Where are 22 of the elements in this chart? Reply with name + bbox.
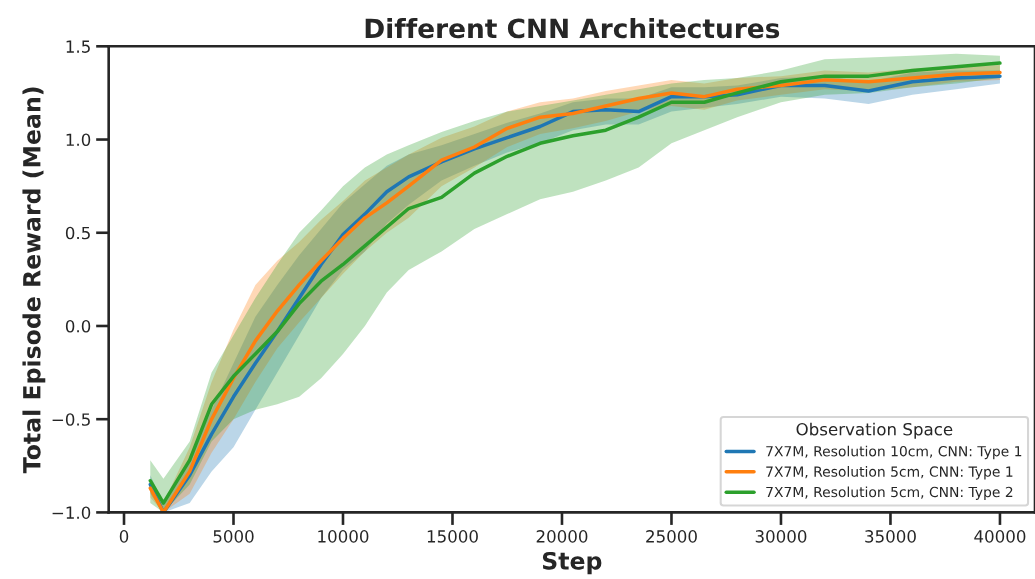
y-tick-label: 0.0 <box>65 319 91 333</box>
x-tick-label: 20000 <box>536 530 588 543</box>
x-tick-label: 0 <box>119 530 129 543</box>
x-tick-label: 5000 <box>213 530 254 543</box>
x-tick-label: 30000 <box>755 530 807 543</box>
x-tick-label: 25000 <box>646 530 697 543</box>
y-tick-label: 0.5 <box>65 226 90 240</box>
legend-label: 7X7M, Resolution 5cm, CNN: Type 2 <box>766 486 1013 500</box>
y-tick-label: 1.0 <box>66 133 91 147</box>
y-tick-label: −0.5 <box>52 413 90 426</box>
legend-label: 7X7M, Resolution 10cm, CNN: Type 1 <box>766 445 1022 460</box>
legend-label: 7X7M, Resolution 5cm, CNN: Type 1 <box>766 466 1013 480</box>
x-axis-title: Step <box>542 551 602 575</box>
x-tick-label: 10000 <box>318 530 369 543</box>
x-tick-label: 15000 <box>427 530 478 543</box>
y-axis-title: Total Episode Reward (Mean) <box>22 87 46 474</box>
x-tick-label: 40000 <box>974 530 1026 543</box>
y-tick-label: −1.0 <box>52 506 91 519</box>
legend-title: Observation Space <box>796 422 953 439</box>
y-tick-label: 1.5 <box>66 40 90 53</box>
x-tick-label: 35000 <box>865 530 916 543</box>
chart-title: Different CNN Architectures <box>365 17 780 39</box>
